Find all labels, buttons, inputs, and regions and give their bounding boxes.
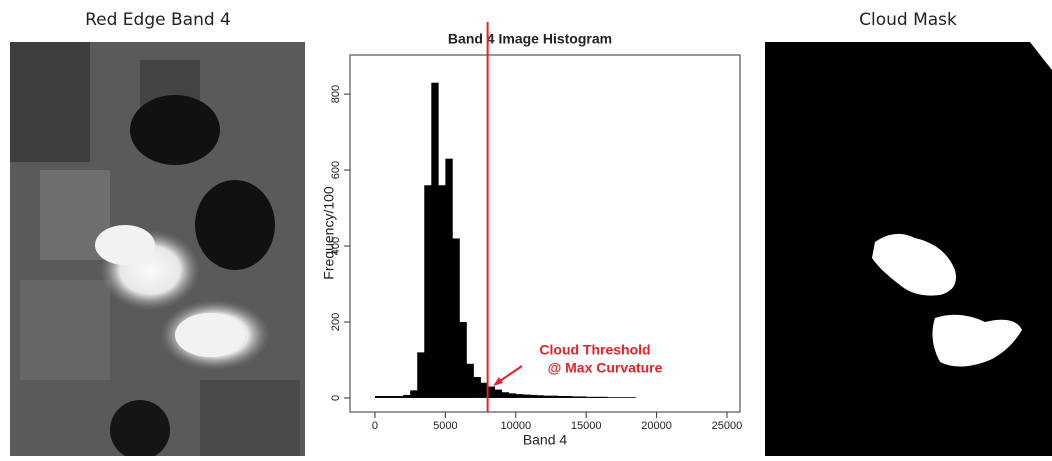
- histogram-bar: [614, 397, 622, 398]
- histogram-bar: [452, 238, 460, 398]
- histogram-bar: [494, 389, 503, 398]
- histogram-bar: [466, 363, 474, 398]
- chart-title: Band 4 Image Histogram: [448, 31, 612, 47]
- histogram-bar: [374, 396, 383, 398]
- panel-title: Cloud Mask: [859, 10, 957, 30]
- y-axis-label: Frequency/100: [321, 186, 337, 280]
- histogram-bar: [396, 396, 404, 398]
- x-tick-label: 0: [372, 420, 378, 432]
- histogram-bar: [508, 393, 517, 398]
- histogram-bar: [417, 352, 425, 398]
- histogram-bar: [515, 394, 524, 398]
- histogram-bar: [529, 394, 538, 398]
- histogram-bar: [410, 390, 418, 398]
- x-tick-label: 20000: [641, 420, 672, 432]
- y-tick-label: 400: [330, 237, 342, 255]
- histogram-bar: [607, 397, 615, 398]
- panel-title: Red Edge Band 4: [85, 10, 231, 30]
- x-tick-label: 25000: [712, 420, 743, 432]
- histogram-bar: [543, 395, 552, 398]
- histogram-bar: [522, 394, 531, 398]
- y-tick-label: 800: [330, 85, 342, 103]
- plot-area: [374, 82, 636, 398]
- y-tick-label: 600: [330, 161, 342, 179]
- y-tick-label: 200: [330, 313, 342, 331]
- histogram-bar: [565, 396, 573, 398]
- histogram-bar: [389, 396, 397, 398]
- y-tick-label: 0: [330, 395, 342, 401]
- histogram-bar: [572, 396, 580, 398]
- annotation-arrow: [493, 365, 523, 386]
- annotation: @ Max Curvature: [548, 360, 663, 376]
- histogram-bar: [586, 396, 594, 398]
- histogram-bar: [550, 395, 559, 398]
- histogram-bar: [487, 386, 495, 398]
- histogram-bar: [558, 396, 566, 398]
- histogram-bar: [593, 396, 601, 398]
- x-tick-label: 15000: [571, 420, 602, 432]
- histogram-bar: [536, 395, 545, 398]
- x-tick-label: 10000: [500, 420, 531, 432]
- histogram-bar: [501, 392, 510, 398]
- histogram-bar: [600, 396, 608, 398]
- histogram-bar: [382, 396, 390, 398]
- histogram-bar: [473, 377, 481, 398]
- histogram-bar: [424, 185, 432, 398]
- histogram-bar: [459, 321, 467, 398]
- histogram-bar: [579, 396, 587, 398]
- chart-background: [318, 22, 746, 456]
- x-tick-label: 5000: [433, 420, 457, 432]
- histogram-bar: [445, 158, 453, 398]
- histogram-bar: [480, 382, 488, 398]
- plot-frame: [349, 54, 741, 413]
- annotation: Cloud Threshold: [539, 342, 650, 358]
- histogram-bar: [431, 82, 439, 398]
- histogram-bar: [628, 397, 636, 398]
- histogram-bar: [438, 185, 446, 398]
- red-edge-image: [10, 42, 305, 460]
- histogram-bar: [621, 397, 629, 398]
- histogram-bar: [403, 394, 411, 398]
- cloud-mask-image: [765, 42, 1052, 456]
- x-axis-label: Band 4: [523, 432, 568, 448]
